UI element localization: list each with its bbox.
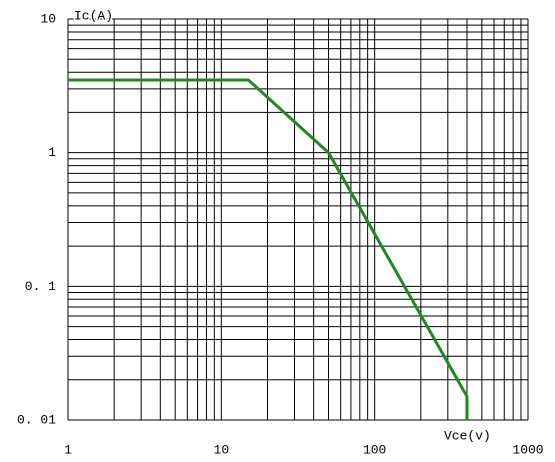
x-tick-label: 1000 bbox=[512, 442, 543, 457]
y-tick-label: 10 bbox=[40, 11, 56, 26]
y-axis-label: Ic(A) bbox=[74, 8, 113, 23]
series-line bbox=[68, 78, 469, 420]
x-axis-label: Vce(v) bbox=[444, 428, 491, 443]
y-tick-label: 1 bbox=[48, 145, 56, 160]
y-tick-label: 0. 1 bbox=[25, 279, 56, 294]
x-tick-label: 100 bbox=[363, 442, 386, 457]
x-tick-label: 1 bbox=[64, 442, 72, 457]
y-tick-label: 0. 01 bbox=[17, 412, 56, 427]
x-tick-label: 10 bbox=[214, 442, 230, 457]
